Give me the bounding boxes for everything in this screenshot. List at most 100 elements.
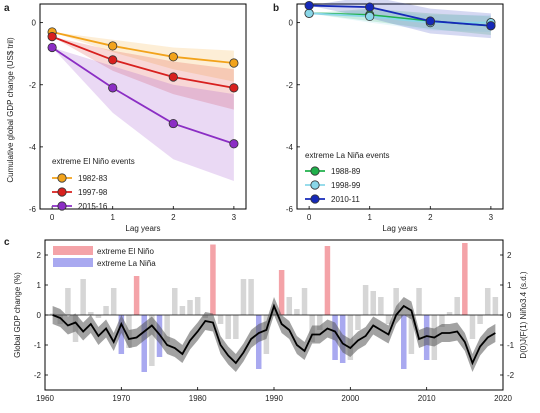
panel-a-letter: a [4, 3, 10, 14]
c-neutral-bar [355, 315, 361, 330]
b-ytick-label: -6 [286, 205, 294, 214]
a-ytick-label: 0 [32, 19, 37, 28]
c-neutral-bar [172, 288, 178, 315]
c-gdp-line [52, 303, 496, 366]
c-neutral-bar [240, 279, 247, 315]
panel-a-y-ticks: 0 -2 -4 -6 [29, 19, 43, 214]
c-neutral-bar [294, 309, 300, 315]
c-la-nina-bar [118, 315, 125, 354]
c-xtick-label: 2020 [494, 394, 512, 403]
c-legend-swatch-0 [53, 246, 93, 255]
c-neutral-bar [408, 315, 415, 354]
b-ytick-label: -2 [286, 81, 294, 90]
panel-a-x-ticks: 0 1 2 3 [50, 206, 237, 222]
b-legend-label-0: 1988-89 [331, 167, 361, 176]
a-legend-label-0: 1982-83 [78, 174, 108, 183]
panel-b-series-lines [304, 0, 496, 31]
a-ytick-label: -4 [29, 143, 37, 152]
a-point [229, 83, 239, 93]
c-el-nino-bar [210, 244, 216, 315]
panel-c-right-axis-title: D(0)J(F(1) Niño3.4 (s.d.) [519, 271, 528, 358]
panel-b-legend-title: extreme La Niña events [305, 151, 390, 160]
panel-c-plot-area [45, 243, 503, 372]
a-xtick-label: 2 [171, 213, 176, 222]
panel-a-legend-title: extreme El Niño events [52, 157, 135, 166]
c-neutral-bar [362, 285, 369, 315]
panel-a-frame [39, 3, 247, 210]
c-neutral-bar [393, 288, 399, 315]
c-ytick-label-left: -2 [34, 371, 42, 380]
c-neutral-bar [286, 297, 293, 315]
c-neutral-bar [164, 315, 170, 342]
c-neutral-bar [225, 315, 231, 339]
c-el-nino-bar [324, 246, 331, 315]
panel-a-x-axis-title: Lag years [125, 224, 160, 233]
b-legend-label-2: 2010-11 [331, 195, 360, 204]
c-neutral-bar [416, 288, 422, 315]
c-neutral-bar [217, 315, 224, 324]
c-legend-swatch-1 [53, 258, 93, 267]
a-point [168, 118, 178, 129]
b-xtick-label: 3 [489, 213, 494, 222]
c-neutral-bar [149, 315, 155, 366]
c-legend-label-0: extreme El Niño [97, 247, 154, 256]
a-point [168, 52, 178, 62]
c-neutral-bar [454, 297, 460, 315]
c-neutral-bar [80, 279, 86, 315]
c-ytick-label-right: 1 [507, 281, 512, 290]
c-xtick-label: 1970 [112, 394, 130, 403]
b-point [365, 2, 375, 12]
c-neutral-bar [233, 315, 239, 339]
c-xtick-label: 1990 [265, 394, 283, 403]
c-neutral-bar [492, 297, 499, 315]
c-neutral-bar [110, 288, 117, 315]
a-line-1 [51, 35, 235, 89]
b-point [304, 0, 314, 11]
panel-b-x-axis-title: Lag years [382, 224, 417, 233]
panel-c-y-ticks: 2 2 1 1 0 0 -1 -1 -2 -2 [34, 251, 515, 380]
c-ytick-label-left: 0 [37, 311, 42, 320]
c-legend-label-1: extreme La Niña [97, 259, 156, 268]
c-xtick-label: 2000 [341, 394, 359, 403]
c-neutral-bar [317, 315, 323, 330]
panel-c-letter: c [4, 237, 10, 248]
c-neutral-bar [446, 312, 453, 315]
b-xtick-label: 0 [307, 213, 312, 222]
a-xtick-label: 1 [110, 213, 115, 222]
a-legend-marker-0 [57, 173, 67, 183]
panel-b-x-ticks: 0 1 2 3 [307, 206, 494, 222]
c-ytick-label-right: 0 [507, 311, 512, 320]
b-point [486, 21, 496, 31]
a-legend-label-1: 1997-98 [78, 188, 108, 197]
c-ytick-label-left: 1 [37, 281, 42, 290]
panel-c-x-ticks: 1960 1970 1980 1990 2000 2010 2020 [36, 387, 512, 403]
c-neutral-bar [95, 315, 102, 318]
b-xtick-label: 2 [428, 213, 433, 222]
b-legend-marker-0 [310, 166, 320, 176]
c-neutral-bar [439, 315, 445, 327]
a-point [108, 41, 118, 51]
a-point [47, 42, 57, 53]
a-legend-marker-2 [57, 201, 67, 211]
a-point [168, 72, 178, 82]
panel-b-y-ticks: 0 -2 -4 -6 [286, 19, 300, 214]
a-xtick-label: 0 [50, 213, 55, 222]
a-point [47, 32, 57, 42]
c-xtick-label: 1980 [189, 394, 207, 403]
c-neutral-bar [248, 279, 254, 315]
panel-b-legend: extreme La Niña events 1988-89 1998-99 201… [305, 151, 390, 204]
c-neutral-bar [477, 315, 483, 324]
a-legend-label-2: 2015-16 [78, 202, 108, 211]
panel-a-legend: extreme El Niño events 1982-83 1997-98 201… [52, 157, 135, 211]
a-band-0 [52, 31, 234, 82]
a-line-0 [51, 31, 234, 64]
c-neutral-bar [370, 291, 376, 315]
c-la-nina-bar [141, 315, 147, 372]
c-neutral-bar [187, 300, 193, 315]
a-xtick-label: 3 [232, 213, 237, 222]
b-legend-label-1: 1998-99 [331, 181, 361, 190]
a-point [108, 55, 118, 65]
a-point [229, 58, 239, 68]
c-ytick-label-right: -2 [507, 371, 515, 380]
